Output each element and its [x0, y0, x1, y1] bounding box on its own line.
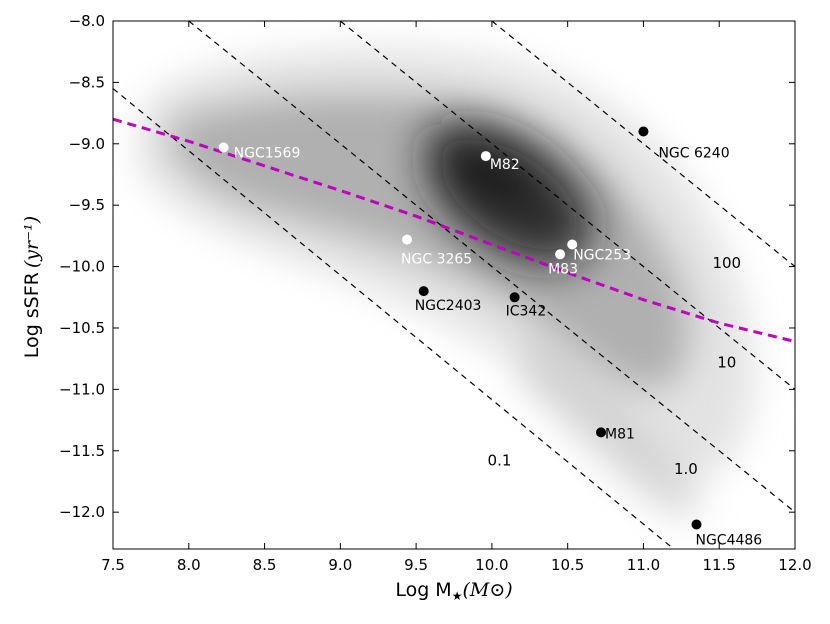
y-tick-label: −9.5 [69, 196, 105, 214]
x-tick-label: 7.5 [101, 556, 125, 574]
galaxy-label: NGC 6240 [658, 146, 729, 162]
plot-frame [112, 20, 796, 550]
galaxy-label: NGC4486 [695, 532, 762, 548]
galaxy-label: NGC1569 [234, 145, 301, 161]
y-tick-label: −11.5 [59, 442, 105, 460]
galaxy-label: M82 [490, 157, 520, 173]
y-tick-label: −11.0 [59, 380, 105, 398]
galaxy-label: NGC2403 [415, 298, 482, 314]
x-tick-label: 11.5 [703, 556, 736, 574]
galaxy-label: IC342 [506, 303, 547, 319]
constant-sfr-label: 100 [712, 254, 741, 272]
fit-curve [113, 117, 795, 343]
y-tick-label: −10.5 [59, 319, 105, 337]
density-cloud [135, 47, 755, 517]
x-axis-star: ★ [452, 589, 463, 603]
y-tick-label: −8.5 [69, 73, 105, 91]
galaxy-point [402, 234, 413, 245]
y-tick-label: −9.0 [69, 135, 105, 153]
constant-sfr-label: 10 [717, 353, 736, 371]
y-tick-label: −12.0 [59, 503, 105, 521]
x-tick-label: 9.5 [404, 556, 428, 574]
galaxy-label: M83 [548, 261, 578, 277]
y-tick-label: −10.0 [59, 258, 105, 276]
y-axis-title: Log sSFR (yr⁻¹) [21, 216, 43, 358]
x-tick-label: 11.0 [627, 556, 660, 574]
galaxy-point [638, 126, 649, 137]
galaxy-label: NGC253 [573, 247, 631, 263]
galaxy-point [480, 151, 491, 162]
constant-sfr-line [188, 21, 795, 513]
x-tick-label: 10.5 [551, 556, 584, 574]
x-axis-title: Log M★(M⊙) [395, 579, 512, 603]
galaxy-point [509, 292, 520, 303]
y-axis-unit: (yr⁻¹) [21, 216, 43, 268]
galaxy-point [691, 519, 702, 530]
galaxy-point [567, 239, 578, 250]
density-low-tail [520, 330, 701, 517]
y-axis-title-text: Log sSFR [21, 272, 43, 358]
constant-sfr-label: 0.1 [488, 452, 512, 470]
x-tick-label: 8.0 [177, 556, 201, 574]
x-axis-unit: (M⊙) [462, 579, 512, 601]
constant-sfr-line [339, 21, 795, 390]
galaxy-label: M81 [605, 426, 635, 442]
galaxy-point [218, 142, 229, 153]
x-axis-title-text: Log M [395, 579, 451, 601]
galaxy-point [596, 427, 607, 438]
y-tick-label: −8.0 [69, 12, 105, 30]
x-tick-label: 9.0 [328, 556, 352, 574]
x-tick-label: 8.5 [253, 556, 277, 574]
x-tick-label: 10.0 [475, 556, 508, 574]
galaxy-point [418, 286, 429, 297]
constant-sfr-label: 1.0 [674, 460, 698, 478]
galaxy-point [555, 249, 566, 260]
galaxy-label: NGC 3265 [401, 252, 472, 268]
x-tick-label: 12.0 [778, 556, 811, 574]
density-core-inner [425, 122, 535, 208]
